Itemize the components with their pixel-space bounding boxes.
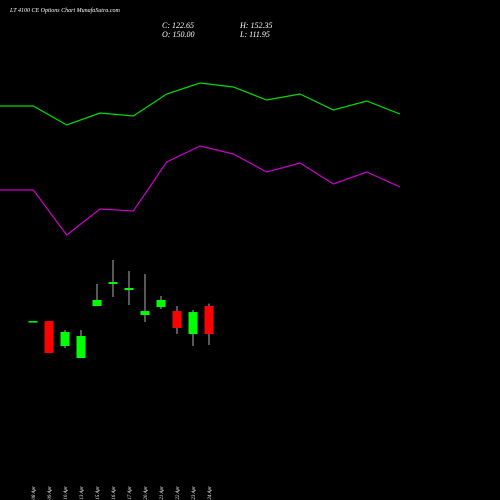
x-tick-label: 08 Apr bbox=[32, 486, 37, 500]
candle-body bbox=[188, 312, 198, 335]
candle-body bbox=[156, 299, 166, 308]
x-tick-label: 24 Apr bbox=[208, 486, 213, 500]
x-tick-label: 15 Apr bbox=[96, 486, 101, 500]
x-tick-label: 13 Apr bbox=[80, 486, 85, 500]
x-tick-label: 23 Apr bbox=[192, 486, 197, 500]
ohlc-label: L: 111.95 bbox=[239, 30, 270, 39]
candle-body bbox=[108, 282, 118, 284]
candle-body bbox=[44, 321, 54, 354]
x-tick-label: 17 Apr bbox=[128, 486, 133, 500]
candle-body bbox=[60, 332, 70, 347]
indicator-line bbox=[0, 145, 401, 236]
x-tick-label: 10 Apr bbox=[64, 486, 69, 500]
x-tick-label: 22 Apr bbox=[176, 486, 181, 500]
x-tick-label: 20 Apr bbox=[144, 486, 149, 500]
x-tick-label: 09 Apr bbox=[48, 486, 53, 500]
ohlc-label: C: 122.65 bbox=[162, 21, 194, 30]
candle-body bbox=[28, 321, 38, 323]
chart-title: LT 4100 CE Options Chart MunafaSutra.com bbox=[9, 7, 120, 14]
x-tick-label: 16 Apr bbox=[112, 486, 117, 500]
ohlc-label: O: 150.00 bbox=[162, 30, 194, 39]
candle-body bbox=[92, 299, 102, 307]
candle-body bbox=[76, 336, 86, 359]
candle-body bbox=[124, 287, 134, 291]
indicator-line bbox=[0, 82, 401, 126]
candle-body bbox=[172, 311, 182, 329]
x-tick-label: 21 Apr bbox=[160, 486, 165, 500]
candle-body bbox=[204, 306, 214, 335]
candle-body bbox=[140, 311, 150, 316]
ohlc-label: H: 152.35 bbox=[239, 21, 272, 30]
